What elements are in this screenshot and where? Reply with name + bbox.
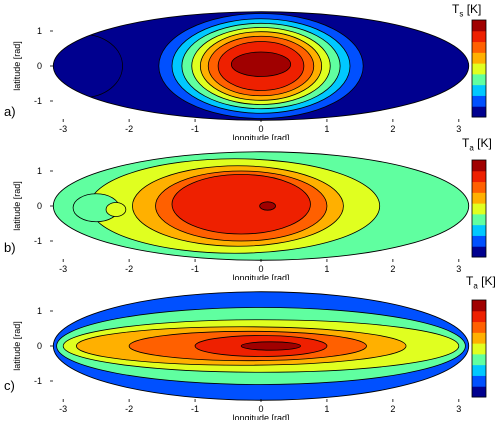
colorbar-segment [472,364,486,376]
contour-chart-a: -3 -2 -1 0 1 2 3 1 0 -1 longitude [rad] latitude [r… [12,11,487,143]
colorbar-segment [472,106,486,118]
x-tick-label: -2 [125,124,133,134]
panel-b: b) -3 -2 -1 0 1 2 3 1 0 -1 longitude [rad] latitude… [0,136,496,283]
colorbar-segment [472,203,486,215]
x-tick-label: -1 [191,404,199,414]
contour-chart-b: -3 -2 -1 0 1 2 3 1 0 -1 longitude [rad] latitude [r… [12,151,487,283]
contour-level-6 [105,202,127,217]
contour-field [53,11,469,121]
colorbar-sub: s [459,9,464,19]
x-tick-label: 1 [324,264,329,274]
x-tick-label: 2 [390,124,395,134]
x-tick-label: -1 [191,124,199,134]
colorbar-segment [472,224,486,236]
colorbar-frame [471,19,487,118]
y-tick-label: -1 [34,96,42,106]
colorbar-segment [472,213,486,226]
colorbar-segment [472,192,486,204]
colorbar-segment [472,235,486,247]
x-tick-label: -2 [125,264,133,274]
colorbar-segment [472,52,486,64]
y-tick-label: 0 [37,201,42,211]
x-tick-label: 0 [258,124,263,134]
panel-label: b) [4,240,16,255]
colorbar-segment [472,84,486,96]
colorbar-symbol: T [466,274,474,288]
y-tick-label: 0 [37,61,42,71]
x-tick-label: 1 [324,404,329,414]
colorbar-segment [472,20,486,32]
colorbar-segment [472,63,486,75]
colorbar-segment [472,246,486,258]
colorbar-sub: a [473,281,478,291]
contour-level-8 [230,51,292,77]
colorbar-segment [472,343,486,355]
colorbar-label: Ta [K] [462,136,492,152]
colorbar-label: Ta [K] [466,274,496,290]
colorbar-segment [472,321,486,333]
colorbar-sub: a [469,143,474,153]
colorbar-segment [472,353,486,366]
y-axis-label: latitude [rad] [12,41,22,91]
y-tick-label: 1 [37,306,42,316]
colorbar-segment [472,181,486,193]
contour-field [53,151,469,261]
x-axis-label: longitude [rad] [232,273,289,280]
x-axis-label: longitude [rad] [232,413,289,420]
y-axis-label: latitude [rad] [12,321,22,371]
x-tick-label: -3 [59,404,67,414]
colorbar-segment [472,386,486,398]
x-tick-label: 3 [456,264,461,274]
colorbar-segment [472,73,486,86]
colorbar-unit: [K] [466,2,482,16]
x-tick-label: 3 [456,404,461,414]
y-axis-label: latitude [rad] [12,181,22,231]
x-tick-label: -3 [59,124,67,134]
colorbar-segment [472,332,486,344]
y-tick-label: 1 [37,26,42,36]
y-tick-label: -1 [34,236,42,246]
colorbar-symbol: T [462,136,470,150]
y-tick-label: 1 [37,166,42,176]
y-tick-label: -1 [34,376,42,386]
x-tick-label: 0 [258,404,263,414]
colorbar-label: Ts [K] [452,2,481,18]
contour-field [53,291,469,401]
colorbar-segment [472,300,486,312]
contour-level-0 [53,34,123,98]
x-tick-label: 1 [324,124,329,134]
x-tick-label: -2 [125,404,133,414]
colorbar-segment [472,160,486,172]
contour-level-3 [171,174,311,235]
y-tick-label: 0 [37,341,42,351]
panel-c: c) -3 -2 -1 0 1 2 3 1 0 -1 longitude [rad] latitude… [0,274,496,423]
colorbar-segment [472,41,486,53]
x-axis-label: longitude [rad] [232,133,289,140]
x-tick-label: -1 [191,264,199,274]
colorbar-segment [472,170,486,183]
colorbar-segment [472,95,486,107]
x-tick-label: 2 [390,264,395,274]
panel-label: a) [4,104,16,119]
colorbar-segment [472,30,486,43]
contour-level-4 [259,201,276,211]
contour-chart-c: -3 -2 -1 0 1 2 3 1 0 -1 longitude [rad] latitude [r… [12,291,487,423]
x-tick-label: -3 [59,264,67,274]
x-tick-label: 3 [456,124,461,134]
colorbar-unit: [K] [477,136,492,150]
colorbar-frame [471,159,487,258]
panel-a: a) -3 -2 -1 0 1 2 3 1 0 -1 longitude [rad] latitude… [0,0,496,143]
panel-label: c) [4,378,15,393]
colorbar-unit: [K] [481,274,496,288]
colorbar-segment [472,310,486,323]
colorbar-frame [471,299,487,398]
x-tick-label: 0 [258,264,263,274]
x-tick-label: 2 [390,404,395,414]
colorbar-segment [472,375,486,387]
contour-level-5 [240,341,301,351]
colorbar-symbol: T [452,2,460,16]
